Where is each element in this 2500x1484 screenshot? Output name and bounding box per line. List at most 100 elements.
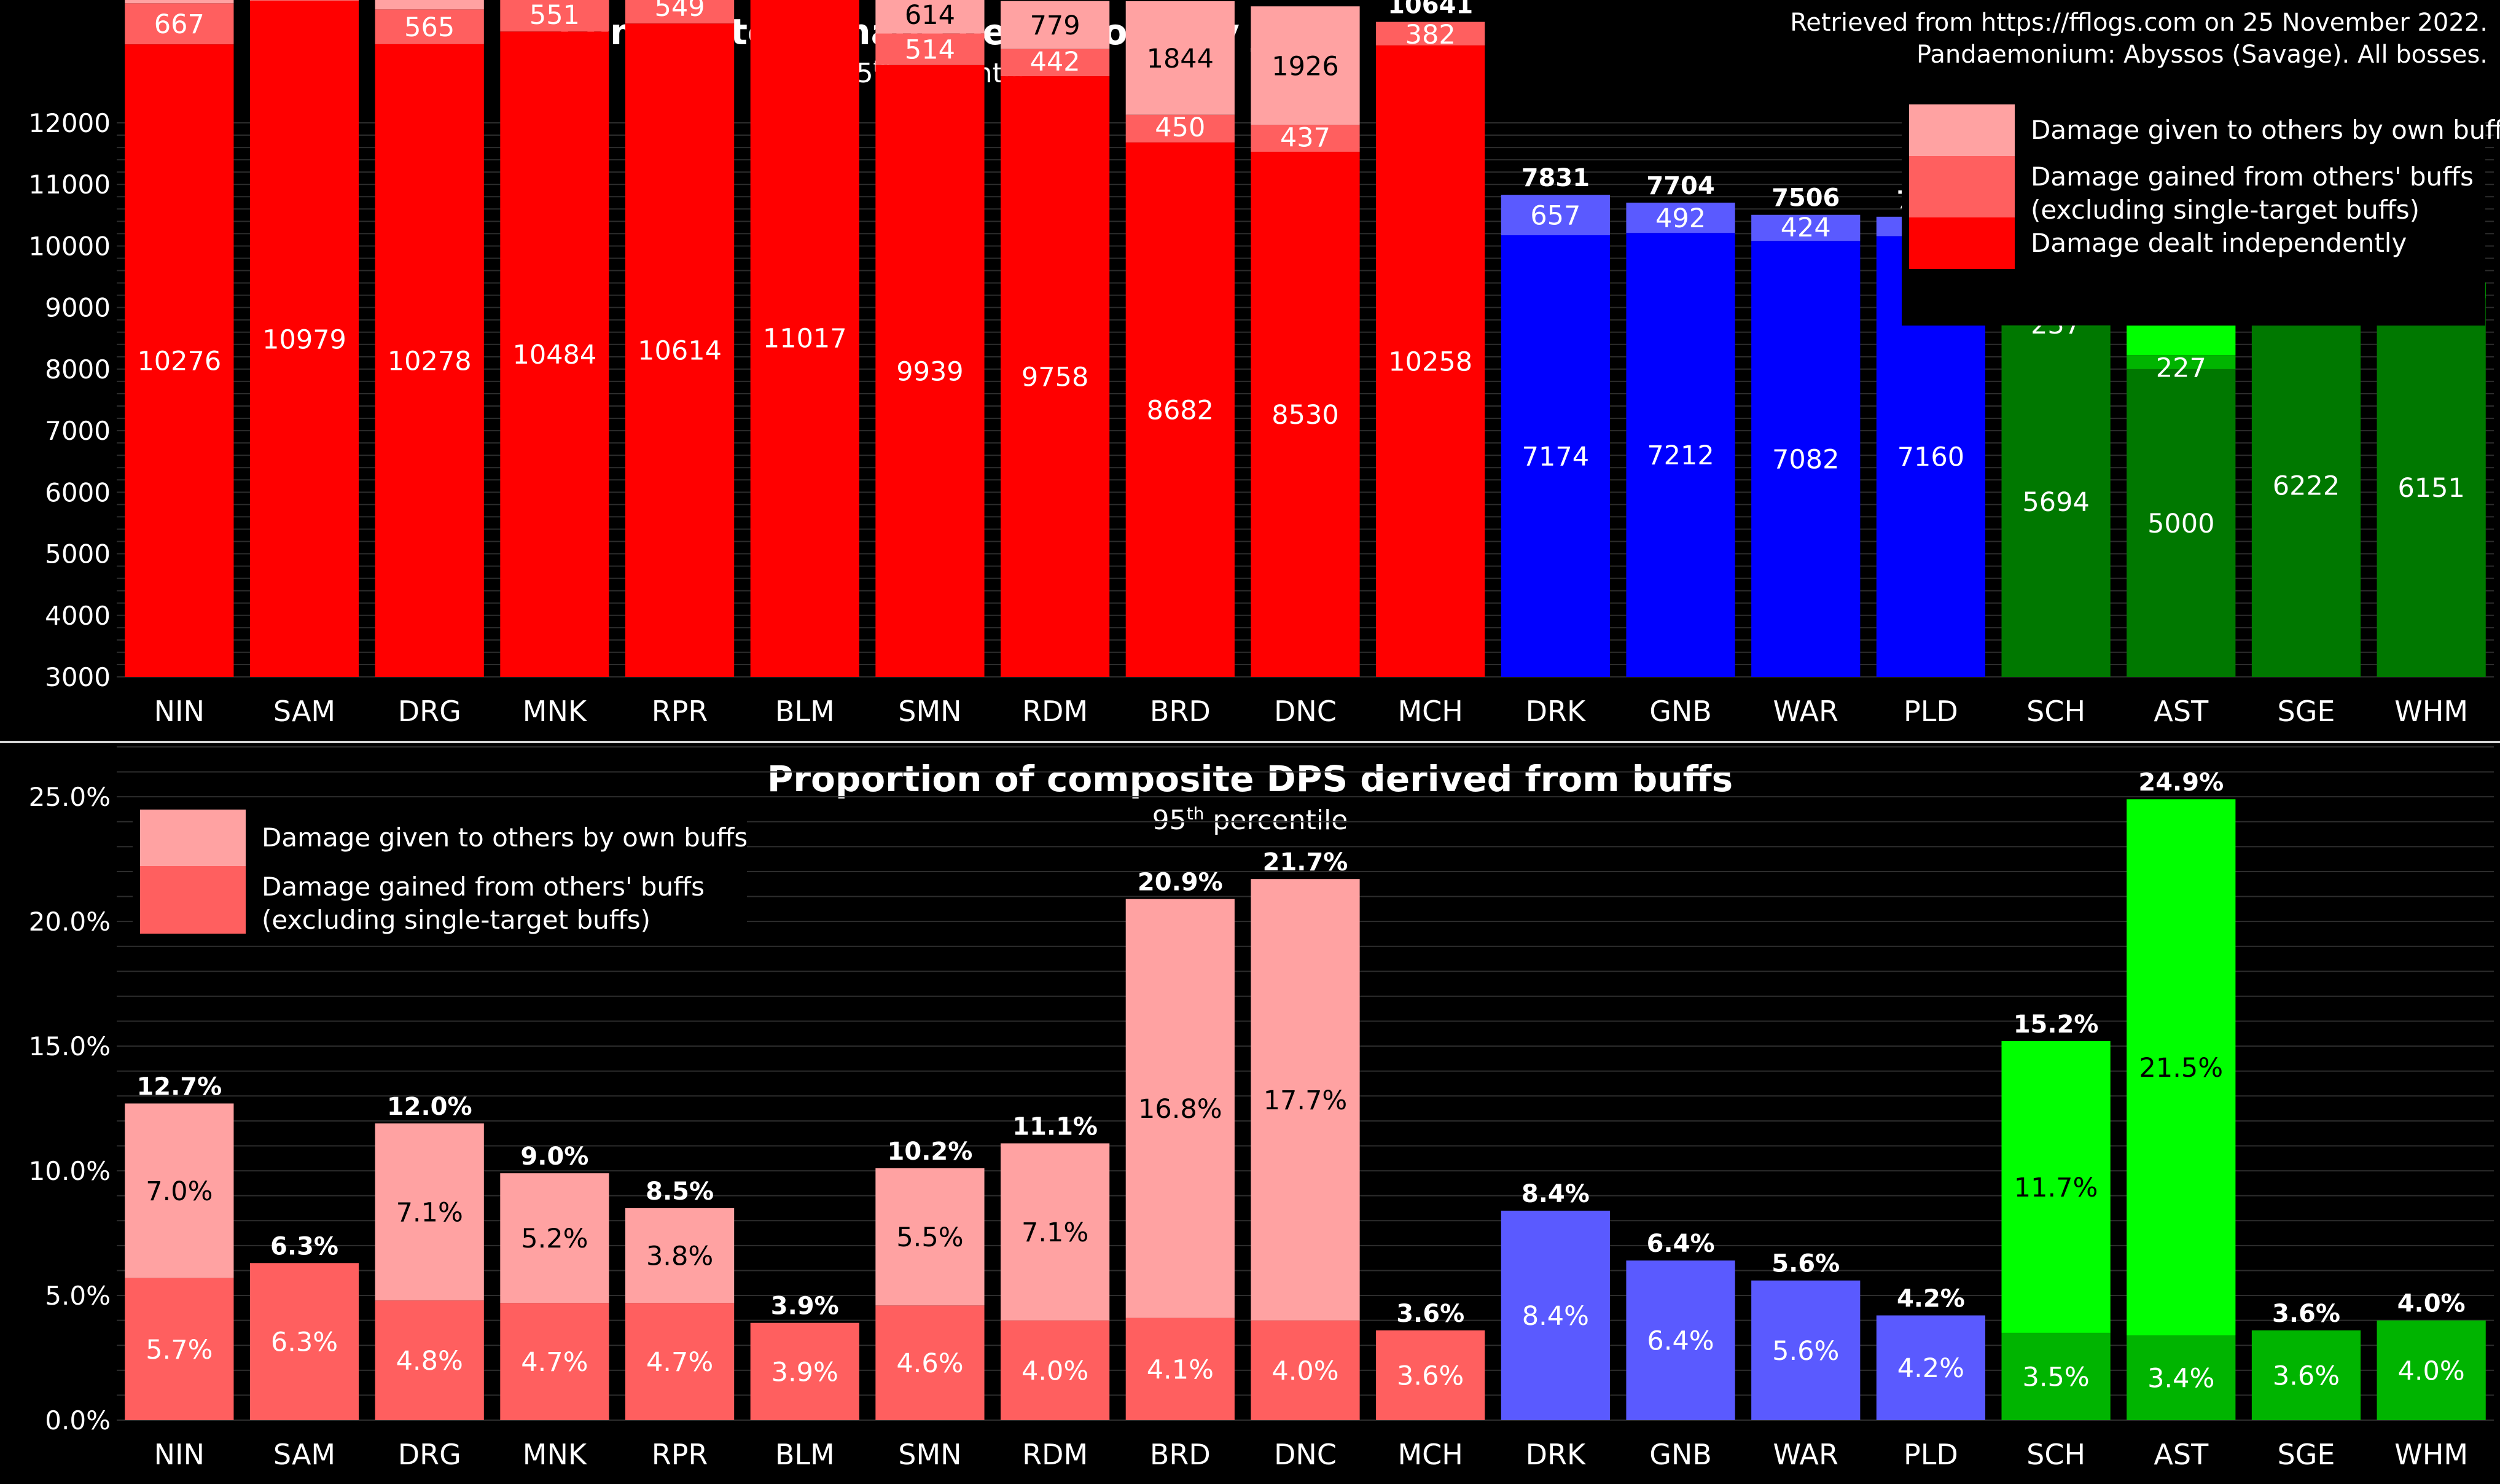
segment-label: 10258 (1388, 346, 1472, 377)
segment-label: 437 (1280, 123, 1330, 154)
segment-label: 10484 (512, 340, 596, 370)
bar-segment (249, 1263, 359, 1420)
bar-segment (1251, 152, 1360, 678)
category-label: PLD (1904, 1438, 1958, 1471)
segment-label: 565 (404, 12, 455, 43)
category-label: NIN (154, 695, 205, 728)
segment-label: 227 (2156, 353, 2206, 383)
segment-label: 5.6% (1772, 1336, 1839, 1367)
segment-label: 4.6% (896, 1348, 963, 1379)
legend-label: Damage dealt independently (2031, 228, 2407, 258)
segment-label: 5.2% (521, 1224, 588, 1254)
legend-label: Damage gained from others' buffs (262, 872, 705, 902)
segment-label: 1926 (1271, 51, 1338, 82)
bar-segment (1251, 125, 1360, 152)
bar-segment (1001, 1143, 1110, 1321)
segment-label: 5.7% (146, 1335, 213, 1365)
total-label: 10641 (1388, 0, 1473, 20)
segment-label: 4.0% (1021, 1356, 1088, 1386)
bar-segment (1626, 202, 1735, 233)
bar-segment (1751, 1280, 1861, 1420)
bar-segment (1125, 1318, 1235, 1420)
source-line-1: Retrieved from https://fflogs.com on 25 … (1790, 9, 2488, 37)
category-label: DNC (1274, 695, 1337, 728)
total-label: 5.6% (1771, 1250, 1840, 1278)
bar-segment (2001, 326, 2111, 677)
legend-swatch (140, 810, 246, 866)
category-label: MNK (523, 1438, 588, 1471)
bar-segment (875, 64, 985, 677)
legend-label-2: (excluding single-target buffs) (262, 905, 650, 935)
bar-segment (500, 0, 609, 32)
y-tick-label: 5000 (45, 539, 111, 569)
segment-label: 4.2% (1897, 1353, 1964, 1384)
segment-label: 3.4% (2147, 1363, 2214, 1394)
segment-label: 4.7% (646, 1347, 713, 1378)
segment-label: 16.8% (1138, 1094, 1222, 1125)
segment-label: 6.4% (1647, 1326, 1714, 1357)
bar-segment (125, 3, 234, 45)
bar-segment (1251, 879, 1360, 1321)
legend-label: Damage given to others by own buffs (2031, 115, 2500, 145)
bar-segment (2127, 1335, 2236, 1420)
segment-label: 4.8% (396, 1346, 463, 1377)
category-label: BLM (775, 695, 835, 728)
category-label: MNK (523, 695, 588, 728)
segment-label: 7.1% (396, 1198, 463, 1228)
segment-label: 382 (1405, 20, 1456, 50)
bar-segment (1376, 1330, 1485, 1420)
legend-swatch (1909, 156, 2015, 217)
total-label: 4.0% (2397, 1290, 2466, 1318)
bar-segment (1251, 1320, 1360, 1420)
bar-segment (875, 0, 985, 34)
buff-proportion-chart: Proportion of composite DPS derived from… (29, 746, 2494, 1471)
y-tick-label: 25.0% (29, 782, 111, 812)
y-tick-label: 12000 (28, 108, 111, 138)
segment-label: 11017 (763, 323, 847, 354)
segment-label: 6151 (2397, 473, 2464, 504)
bar-segment (1251, 6, 1360, 125)
dps-chart: Composite damage per second by job95th p… (28, 0, 2500, 728)
category-label: SGE (2278, 1438, 2335, 1471)
bar-segment (500, 1303, 609, 1420)
segment-label: 7.1% (1021, 1217, 1088, 1248)
total-label: 6.4% (1647, 1230, 1715, 1258)
bar-segment (375, 9, 484, 44)
bar-segment (750, 0, 859, 677)
total-label: 11.1% (1012, 1112, 1098, 1141)
bar-segment (625, 23, 735, 677)
total-label: 8.5% (646, 1177, 714, 1206)
segment-label: 9939 (896, 356, 963, 387)
segment-label: 7082 (1772, 445, 1839, 475)
y-tick-label: 8000 (45, 354, 111, 385)
total-label: 4.2% (1897, 1285, 1965, 1313)
y-tick-label: 15.0% (29, 1031, 111, 1061)
category-label: AST (2154, 1438, 2209, 1471)
bar-segment (125, 1103, 234, 1278)
bar-segment (125, 1278, 234, 1420)
total-label: 12.0% (387, 1093, 472, 1121)
total-label: 6.3% (270, 1232, 338, 1260)
segment-label: 10278 (388, 346, 472, 377)
y-tick-label: 4000 (45, 601, 111, 631)
category-label: SAM (273, 695, 335, 728)
segment-label: 667 (154, 9, 205, 40)
category-label: SMN (898, 695, 961, 728)
category-label: RDM (1022, 695, 1088, 728)
total-label: 3.9% (771, 1292, 839, 1321)
segment-label: 11.7% (2014, 1173, 2098, 1203)
segment-label: 4.0% (2398, 1356, 2465, 1386)
category-label: BRD (1150, 695, 1211, 728)
bar-segment (375, 0, 484, 10)
total-label: 7506 (1771, 184, 1840, 213)
legend-swatch (1909, 104, 2015, 156)
bar-segment (1376, 45, 1485, 678)
total-label: 9.0% (520, 1142, 588, 1171)
bar-segment (500, 1173, 609, 1303)
segment-label: 779 (1030, 10, 1080, 41)
segment-label: 4.0% (1271, 1356, 1338, 1386)
bar-segment (625, 1303, 735, 1420)
category-label: SAM (273, 1438, 335, 1471)
bar-segment (2001, 1332, 2111, 1420)
category-label: DRG (398, 1438, 461, 1471)
